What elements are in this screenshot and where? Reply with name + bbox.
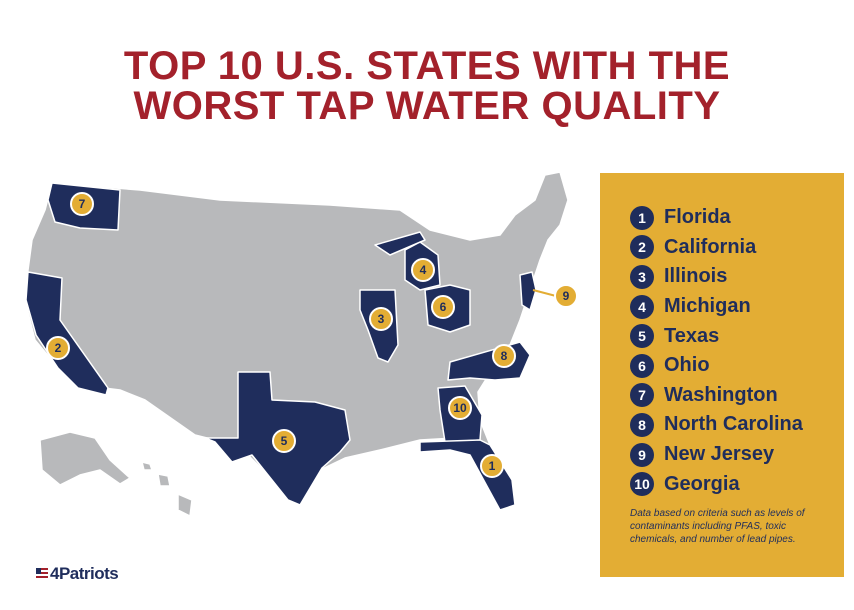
map-pin-label: 8 xyxy=(501,349,508,363)
page-title: TOP 10 U.S. STATES WITH THE WORST TAP WA… xyxy=(0,46,854,126)
map-pin-label: 7 xyxy=(79,197,86,211)
rank-state-name: Texas xyxy=(664,324,720,347)
map-pin-ohio: 6 xyxy=(431,295,455,319)
rank-state-name: Georgia xyxy=(664,472,740,495)
map-pin-illinois: 3 xyxy=(369,307,393,331)
map-pin-label: 4 xyxy=(420,263,427,277)
us-map: 1 2 3 4 5 6 7 8 9 10 xyxy=(24,171,578,517)
state-hawaii xyxy=(141,461,193,517)
rank-item: 8 North Carolina xyxy=(630,410,803,440)
state-california xyxy=(25,271,109,396)
rank-number-badge: 4 xyxy=(630,294,654,319)
rank-number-badge: 2 xyxy=(630,235,654,260)
map-pin-north-carolina: 8 xyxy=(492,344,516,368)
state-new-jersey xyxy=(519,271,537,311)
map-pin-label: 6 xyxy=(440,300,447,314)
ranking-panel: 1 Florida 2 California 3 Illinois 4 Michigan 5 Te… xyxy=(600,173,844,577)
data-note: Data based on criteria such as levels of… xyxy=(630,508,805,545)
map-pin-texas: 5 xyxy=(272,429,296,453)
map-pin-circle xyxy=(70,192,94,216)
ranking-list: 1 Florida 2 California 3 Illinois 4 Michigan 5 Te… xyxy=(630,203,803,499)
rank-state-name: North Carolina xyxy=(664,413,803,436)
map-pin-label: 9 xyxy=(563,289,570,303)
rank-state-name: Washington xyxy=(664,383,778,406)
rank-state-name: New Jersey xyxy=(664,443,775,466)
nj-leader-line xyxy=(532,289,557,297)
map-pin-label: 10 xyxy=(453,401,467,415)
map-pin-new-jersey: 9 xyxy=(554,284,578,308)
map-pin-circle xyxy=(411,258,435,282)
us-flag-icon xyxy=(36,568,48,580)
rank-state-name: Michigan xyxy=(664,295,751,318)
map-pin-california: 2 xyxy=(46,336,70,360)
map-pin-label: 1 xyxy=(489,459,496,473)
rank-item: 2 California xyxy=(630,233,803,263)
rank-state-name: California xyxy=(664,235,757,258)
rank-number-badge: 7 xyxy=(630,383,654,408)
map-pin-georgia: 10 xyxy=(448,396,472,420)
rank-item: 3 Illinois xyxy=(630,262,803,292)
rank-number-badge: 8 xyxy=(630,412,654,437)
map-pin-michigan: 4 xyxy=(411,258,435,282)
map-pin-washington: 7 xyxy=(70,192,94,216)
rank-number-badge: 1 xyxy=(630,205,654,230)
brand-logo: 4Patriots xyxy=(36,564,119,584)
rank-item: 6 Ohio xyxy=(630,351,803,381)
rank-number-badge: 6 xyxy=(630,353,654,378)
rank-item: 5 Texas xyxy=(630,321,803,351)
state-alaska xyxy=(39,431,131,486)
rank-item: 10 Georgia xyxy=(630,469,803,499)
rank-number-badge: 10 xyxy=(630,472,654,497)
map-pin-label: 2 xyxy=(55,341,62,355)
rank-item: 1 Florida xyxy=(630,203,803,233)
rank-state-name: Illinois xyxy=(664,265,728,288)
rank-item: 7 Washington xyxy=(630,381,803,411)
title-line-1: TOP 10 U.S. STATES WITH THE xyxy=(123,44,731,88)
state-florida xyxy=(419,439,516,511)
title-line-2: WORST TAP WATER QUALITY xyxy=(133,84,721,128)
map-pin-label: 3 xyxy=(378,312,385,326)
map-pin-circle xyxy=(492,344,516,368)
rank-number-badge: 3 xyxy=(630,264,654,289)
map-pin-circle xyxy=(272,429,296,453)
rank-state-name: Ohio xyxy=(664,354,710,377)
map-pin-circle xyxy=(480,454,504,478)
logo-text: 4Patriots xyxy=(50,564,119,583)
map-pin-circle xyxy=(448,396,472,420)
map-pin-circle xyxy=(554,284,578,308)
rank-state-name: Florida xyxy=(664,206,731,229)
rank-number-badge: 5 xyxy=(630,324,654,349)
rank-item: 4 Michigan xyxy=(630,292,803,322)
map-pin-florida: 1 xyxy=(480,454,504,478)
map-pin-circle xyxy=(431,295,455,319)
rank-number-badge: 9 xyxy=(630,442,654,467)
map-pin-circle xyxy=(369,307,393,331)
rank-item: 9 New Jersey xyxy=(630,440,803,470)
map-pin-circle xyxy=(46,336,70,360)
map-pin-label: 5 xyxy=(281,434,288,448)
